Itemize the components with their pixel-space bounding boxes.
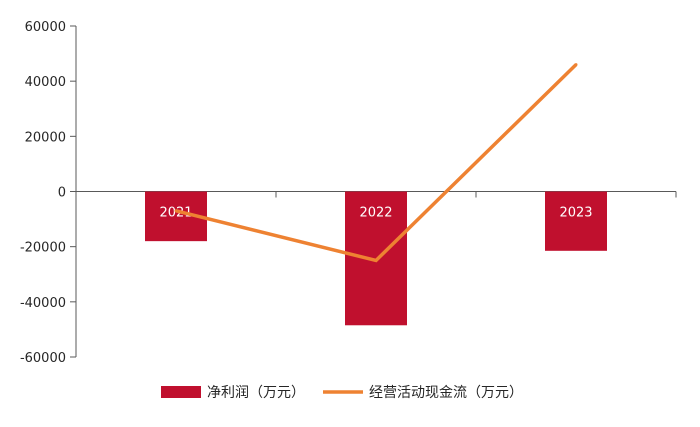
- y-tick-label: 40000: [25, 75, 66, 90]
- bar: [545, 191, 607, 251]
- y-tick-label: -40000: [20, 296, 66, 311]
- line-point: [174, 209, 178, 213]
- y-tick-label: -60000: [20, 351, 66, 366]
- category-labels: 2021 2022 2023: [159, 206, 592, 221]
- y-axis: 60000 40000 20000 0 -20000 -40000 -60000: [20, 20, 77, 366]
- y-tick-label: -20000: [20, 241, 66, 256]
- legend-label-bar: 净利润（万元）: [207, 385, 305, 401]
- x-tick-label: 2021: [159, 206, 192, 221]
- line-series: [174, 63, 578, 263]
- y-tick-label: 0: [58, 186, 66, 201]
- line-point: [374, 258, 378, 262]
- line-point: [574, 63, 578, 67]
- legend: 净利润（万元） 经营活动现金流（万元）: [161, 385, 523, 401]
- x-tick-label: 2023: [559, 206, 592, 221]
- x-tick-label: 2022: [359, 206, 392, 221]
- y-tick-label: 60000: [25, 20, 66, 35]
- y-tick-label: 20000: [25, 130, 66, 145]
- legend-label-line: 经营活动现金流（万元）: [369, 385, 523, 401]
- legend-swatch-bar: [161, 386, 201, 398]
